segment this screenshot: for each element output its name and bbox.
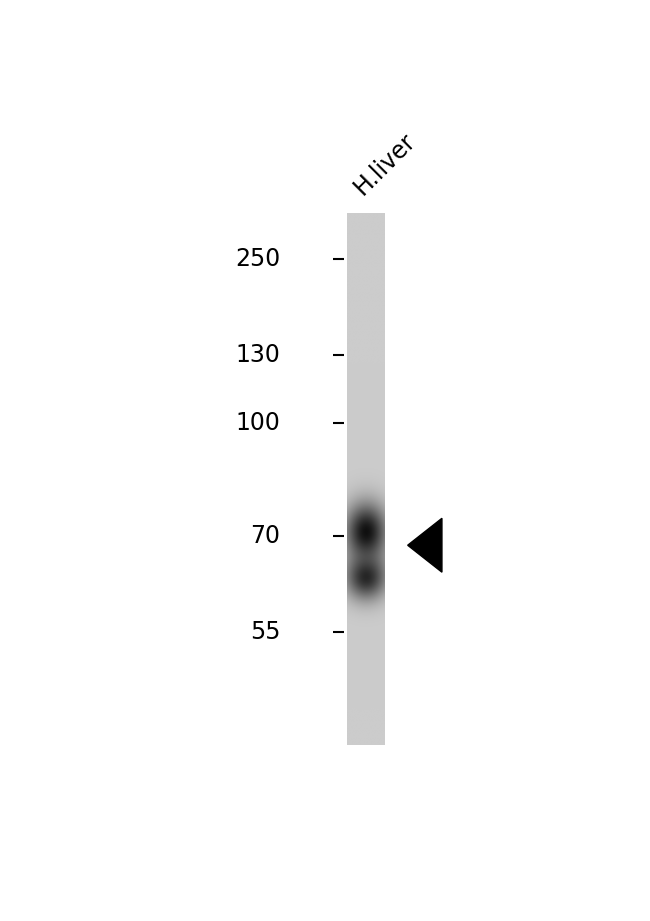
Polygon shape (408, 519, 442, 572)
Text: 130: 130 (235, 344, 280, 367)
Text: H.liver: H.liver (349, 128, 420, 199)
Text: 250: 250 (235, 248, 280, 272)
Text: 70: 70 (250, 524, 280, 548)
Text: 100: 100 (235, 411, 280, 435)
Text: 55: 55 (250, 620, 280, 644)
